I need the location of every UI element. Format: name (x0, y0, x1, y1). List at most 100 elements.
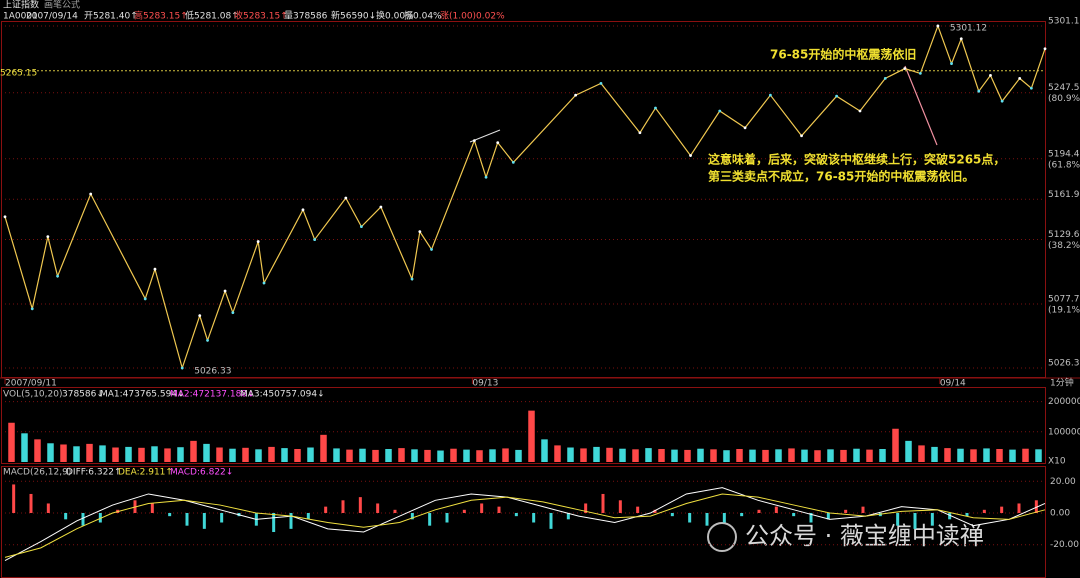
macd-bar (393, 509, 397, 513)
macd-bar (722, 512, 726, 523)
pivot (484, 175, 488, 179)
pivot (835, 94, 839, 98)
pivot (313, 238, 317, 241)
x-tick-label: 09/14 (940, 379, 966, 389)
pivot (89, 192, 93, 196)
peak-label: 5301.12 (950, 23, 987, 33)
macd-bar (705, 512, 709, 526)
pivot (903, 67, 907, 70)
pivot (950, 62, 953, 65)
y-tick-label: 200000 (1048, 397, 1080, 407)
pivot (1000, 99, 1004, 103)
macd-bar (289, 512, 293, 529)
pivot (936, 24, 940, 28)
macd-bar (757, 509, 761, 513)
macd-bar (792, 512, 796, 517)
legend-item: 378586↓ (62, 390, 104, 400)
pivot (418, 230, 422, 234)
y-tick-label: -20.00 (1050, 540, 1079, 550)
macd-bar (358, 497, 362, 513)
pivot (689, 154, 692, 157)
pivot (496, 141, 500, 145)
macd-bar (1000, 506, 1004, 513)
x-unit: 1分钟 (1050, 377, 1074, 389)
macd-bar (809, 512, 813, 523)
pivot (360, 225, 363, 229)
macd-bar (566, 512, 570, 520)
pivot (989, 74, 992, 77)
macd-bar (636, 506, 640, 513)
info-item: 换0.00% (376, 10, 414, 22)
y-tick-note: (19.1%) (1048, 306, 1080, 316)
pivot (511, 161, 515, 164)
legend-item: MA2:472137.188↓ (170, 390, 255, 400)
macd-bar (688, 512, 692, 523)
pivot (743, 126, 747, 130)
macd-bar (497, 506, 501, 513)
pivot (768, 93, 772, 97)
macd-bar (740, 512, 744, 517)
macd-bar (1034, 500, 1038, 513)
pivot (180, 366, 184, 370)
pivot (977, 89, 981, 93)
macd-bar (150, 503, 154, 513)
pivot (231, 311, 235, 315)
pivot (410, 277, 414, 281)
y-tick-label: 100000 (1048, 427, 1080, 437)
macd-bar (653, 509, 657, 513)
pivot (858, 109, 862, 113)
pivot (1043, 47, 1047, 51)
annotation: 76-85开始的中枢震荡依旧 (770, 47, 916, 62)
pivot (638, 131, 642, 135)
macd-bar (1017, 503, 1021, 513)
macd-bar (376, 503, 380, 513)
macd-bar (185, 512, 189, 526)
macd-bar (584, 503, 588, 513)
pivot (379, 205, 383, 209)
y-tick-label: 0.00 (1050, 508, 1070, 518)
info-item: 2007/09/14 (26, 12, 78, 22)
macd-bar (826, 512, 830, 520)
info-item: 振0.04% (404, 10, 442, 22)
macd-bar (948, 512, 952, 520)
scale-label: X10 (1048, 457, 1066, 467)
macd-bar (272, 512, 276, 533)
macd-bar (670, 512, 674, 517)
info-item: 开5281.40↑ (84, 11, 138, 22)
info-item: 新56590↓ (331, 10, 376, 22)
volume-panel (1, 387, 1046, 464)
macd-bar (514, 512, 518, 517)
pivot (262, 281, 266, 285)
chart-title: 上证指数 (3, 0, 39, 11)
macd-bar (913, 512, 917, 529)
macd-bar (168, 512, 172, 517)
legend-item: MA1:473765.594↓ (100, 390, 185, 400)
pivot (1018, 76, 1022, 80)
macd-bar (445, 512, 449, 523)
macd-bar (462, 509, 466, 513)
y-tick-label: 5247.5 (1048, 83, 1080, 93)
pivot (46, 235, 50, 238)
macd-bar (861, 506, 865, 513)
y-tick-label: 5161.9 (1048, 190, 1080, 200)
info-item: 低5281.08↑ (185, 10, 239, 22)
pivot (198, 314, 202, 318)
info-item: 量378586 (284, 11, 328, 22)
macd-bar (220, 512, 224, 523)
y-tick-label: 5129.6 (1048, 230, 1080, 240)
pivot (143, 297, 147, 301)
macd-bar (532, 512, 536, 523)
pivot (599, 81, 603, 85)
pivot (206, 339, 209, 342)
macd-bar (549, 512, 553, 529)
y-tick-note: (61.8%) (1048, 160, 1080, 170)
info-item: 涨(1.00)0.02% (440, 11, 505, 22)
y-tick-label: 5077.7 (1048, 295, 1080, 305)
macd-bar (12, 484, 16, 513)
pivot (800, 134, 803, 138)
pivot (430, 248, 433, 251)
legend-item: DEA:2.911↑ (118, 468, 173, 478)
macd-bar (982, 509, 986, 513)
x-tick-label: 09/13 (472, 379, 498, 389)
